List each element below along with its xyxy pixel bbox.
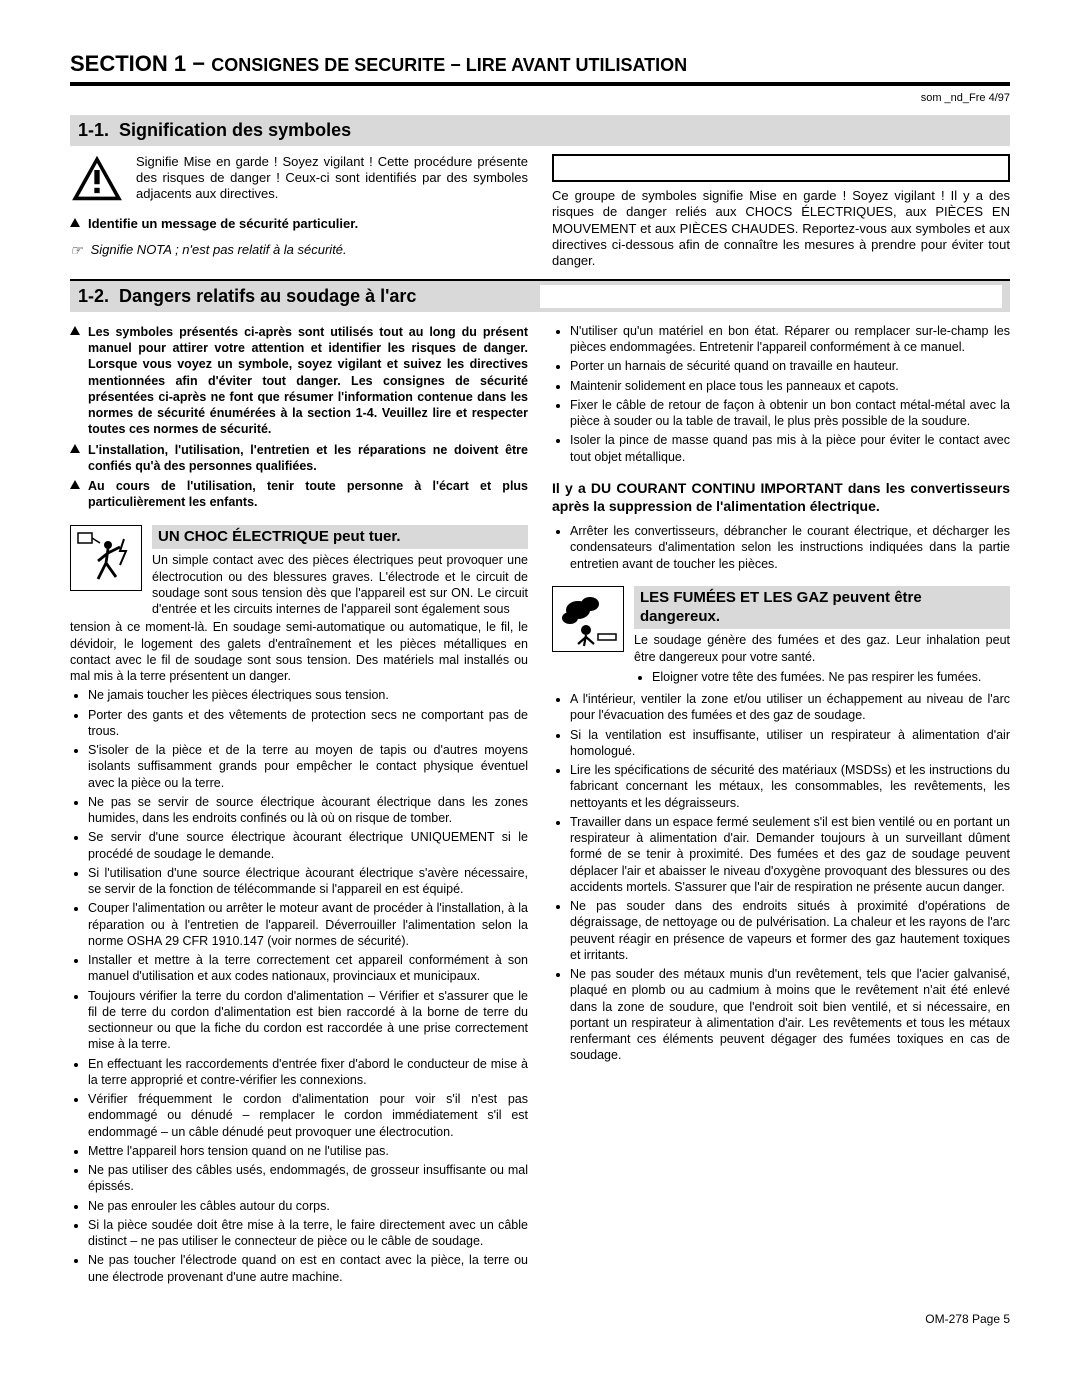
triangle-bullet-icon bbox=[70, 326, 80, 335]
list-item: Installer et mettre à la terre correctem… bbox=[88, 952, 528, 985]
list-item: Si la ventilation est insuffisante, util… bbox=[570, 727, 1010, 760]
list-item: Mettre l'appareil hors tension quand on … bbox=[88, 1143, 528, 1159]
symbol-group-text: Ce groupe de symboles signifie Mise en g… bbox=[552, 188, 1010, 269]
page-footer: OM-278 Page 5 bbox=[70, 1312, 1010, 1327]
list-item: Se servir d'une source électrique àcoura… bbox=[88, 829, 528, 862]
list-item: En effectuant les raccordements d'entrée… bbox=[88, 1056, 528, 1089]
nota-text: Signifie NOTA ; n'est pas relatif à la s… bbox=[91, 242, 347, 258]
triangle-item-text: Les symboles présentés ci-après sont uti… bbox=[88, 324, 528, 438]
electric-shock-hazard-icon bbox=[70, 525, 142, 591]
list-item: Ne pas utiliser des câbles usés, endomma… bbox=[88, 1162, 528, 1195]
shock-bullet-list: Ne jamais toucher les pièces électriques… bbox=[88, 687, 528, 1285]
list-item: Ne pas souder des métaux munis d'un revê… bbox=[570, 966, 1010, 1064]
list-item: Si la pièce soudée doit être mise à la t… bbox=[88, 1217, 528, 1250]
fumes-hazard-icon bbox=[552, 586, 624, 652]
fumes-lead: Le soudage génère des fumées et des gaz.… bbox=[634, 632, 1010, 665]
triangle-item: L'installation, l'utilisation, l'entreti… bbox=[70, 442, 528, 475]
list-item: Ne pas enrouler les câbles autour du cor… bbox=[88, 1198, 528, 1214]
section-title-text: CONSIGNES DE SECURITE − LIRE AVANT UTILI… bbox=[211, 55, 687, 75]
list-item: Si l'utilisation d'une source électrique… bbox=[88, 865, 528, 898]
list-item: Maintenir solidement en place tous les p… bbox=[570, 378, 1010, 394]
list-item: Ne jamais toucher les pièces électriques… bbox=[88, 687, 528, 703]
dc-bullet-list: Arrêter les convertisseurs, débrancher l… bbox=[570, 523, 1010, 572]
list-item: Ne pas se servir de source électrique àc… bbox=[88, 794, 528, 827]
triangle-item-text: L'installation, l'utilisation, l'entreti… bbox=[88, 442, 528, 475]
section-number: SECTION 1 bbox=[70, 51, 186, 76]
list-item: Fixer le câble de retour de façon à obte… bbox=[570, 397, 1010, 430]
triangle-item-text: Au cours de l'utilisation, tenir toute p… bbox=[88, 478, 528, 511]
fumes-bullet-list: A l'intérieur, ventiler la zone et/ou ut… bbox=[570, 691, 1010, 1064]
list-item: Couper l'alimentation ou arrêter le mote… bbox=[88, 900, 528, 949]
triangle-bullet-icon bbox=[70, 480, 80, 489]
list-item: Vérifier fréquemment le cordon d'aliment… bbox=[88, 1091, 528, 1140]
dc-warning-para: Il y a DU COURANT CONTINU IMPORTANT dans… bbox=[552, 479, 1010, 515]
list-item: Travailler dans un espace fermé seulemen… bbox=[570, 814, 1010, 895]
list-item: Lire les spécifications de sécurité des … bbox=[570, 762, 1010, 811]
list-item: Porter des gants et des vêtements de pro… bbox=[88, 707, 528, 740]
triangle-warning-list: Les symboles présentés ci-après sont uti… bbox=[70, 324, 528, 511]
fumes-sub-list: Eloigner votre tête des fumées. Ne pas r… bbox=[652, 669, 1010, 685]
list-item: N'utiliser qu'un matériel en bon état. R… bbox=[570, 323, 1010, 356]
pointing-hand-icon: ☞ bbox=[70, 242, 83, 260]
subsection-1-2: 1-2. Dangers relatifs au soudage à l'arc bbox=[70, 279, 1010, 312]
list-item: Porter un harnais de sécurité quand on t… bbox=[570, 358, 1010, 374]
list-item: Ne pas souder dans des endroits situés à… bbox=[570, 898, 1010, 963]
symbol-group-box bbox=[552, 154, 1010, 182]
list-item: Isoler la pince de masse quand pas mis à… bbox=[570, 432, 1010, 465]
triangle-item: Au cours de l'utilisation, tenir toute p… bbox=[70, 478, 528, 511]
right-top-bullet-list: N'utiliser qu'un matériel en bon état. R… bbox=[570, 323, 1010, 465]
fumes-sub-bullet: Eloigner votre tête des fumées. Ne pas r… bbox=[652, 669, 1010, 685]
identifie-text: Identifie un message de sécurité particu… bbox=[88, 216, 358, 232]
section-header: SECTION 1 − CONSIGNES DE SECURITE − LIRE… bbox=[70, 50, 1010, 86]
list-item: Toujours vérifier la terre du cordon d'a… bbox=[88, 988, 528, 1053]
triangle-item: Les symboles présentés ci-après sont uti… bbox=[70, 324, 528, 438]
doc-ref: som _nd_Fre 4/97 bbox=[70, 92, 1010, 106]
triangle-bullet-icon bbox=[70, 444, 80, 453]
list-item: A l'intérieur, ventiler la zone et/ou ut… bbox=[570, 691, 1010, 724]
list-item: Ne pas toucher l'électrode quand on est … bbox=[88, 1252, 528, 1285]
dc-bullet: Arrêter les convertisseurs, débrancher l… bbox=[570, 523, 1010, 572]
fumes-title: LES FUMÉES ET LES GAZ peuvent être dange… bbox=[634, 586, 1010, 630]
shock-wrap: tension à ce moment-là. En soudage semi-… bbox=[70, 619, 528, 684]
warning-triangle-icon bbox=[70, 154, 124, 206]
list-item: S'isoler de la pièce et de la terre au m… bbox=[88, 742, 528, 791]
triangle-bullet-icon bbox=[70, 218, 80, 227]
warning-intro-text: Signifie Mise en garde ! Soyez vigilant … bbox=[136, 154, 528, 203]
shock-title: UN CHOC ÉLECTRIQUE peut tuer. bbox=[152, 525, 528, 550]
shock-lead: Un simple contact avec des pièces électr… bbox=[152, 552, 528, 617]
subsection-1-1: 1-1. Signification des symboles bbox=[70, 115, 1010, 146]
